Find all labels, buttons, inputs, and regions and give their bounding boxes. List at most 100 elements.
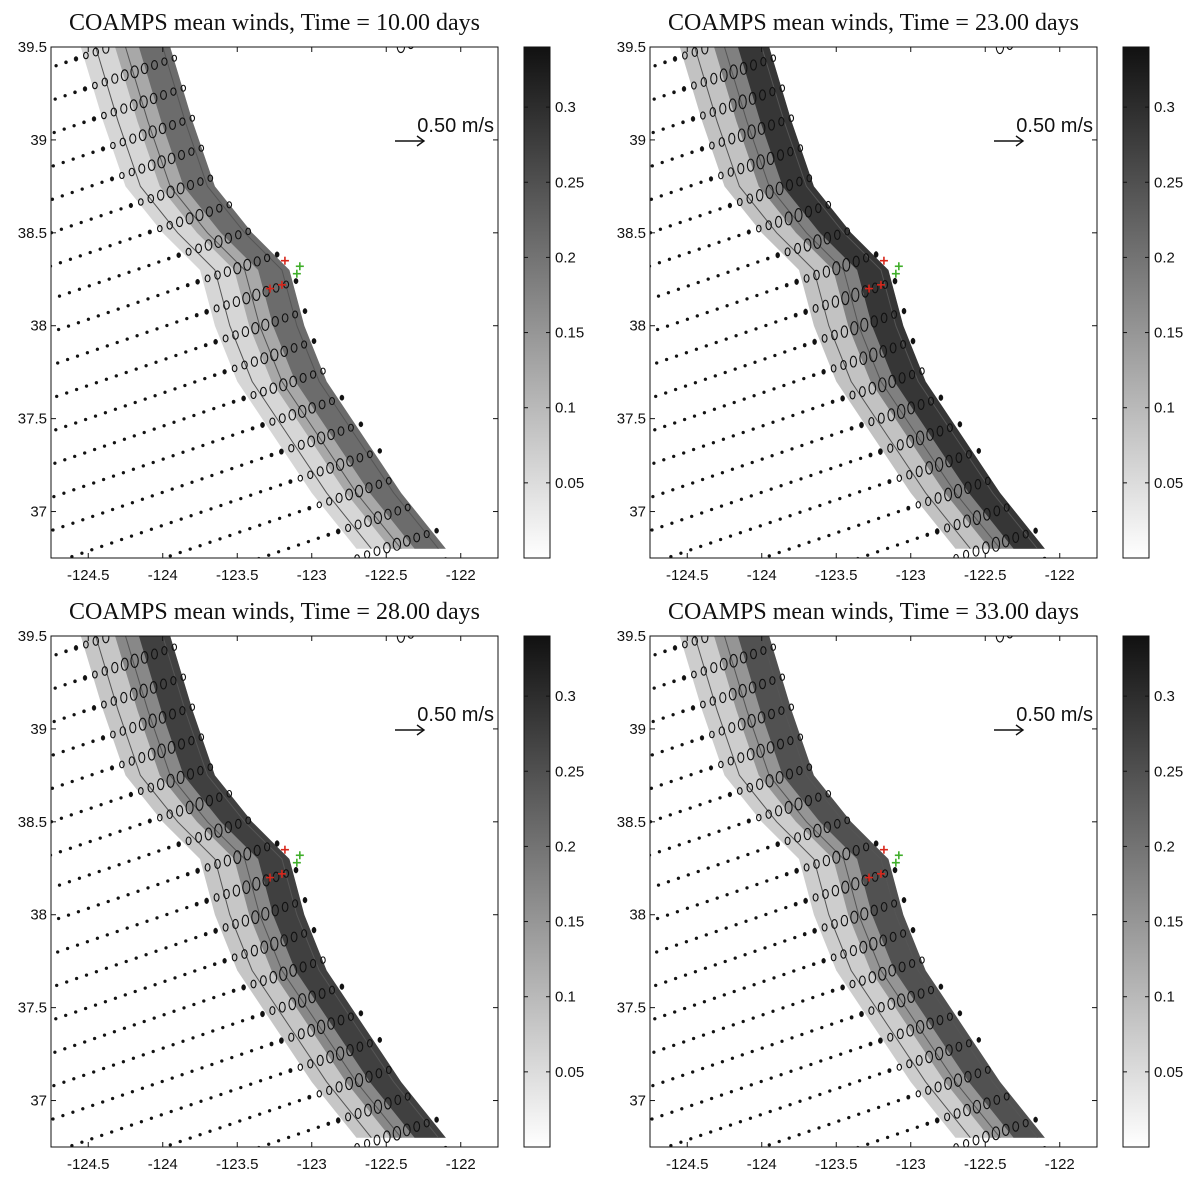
- vector-marker: [222, 334, 229, 343]
- panel-4: COAMPS mean winds, Time = 33.00 days 0.50…: [599, 589, 1197, 1177]
- vector-row: [257, 503, 411, 558]
- vector-marker: [52, 719, 56, 724]
- vector-marker: [318, 399, 326, 410]
- vector-marker: [803, 238, 812, 252]
- vector-marker: [193, 969, 197, 973]
- vector-marker: [365, 1070, 373, 1083]
- vector-marker: [61, 559, 64, 562]
- vector-marker: [746, 229, 751, 235]
- vector-marker: [732, 400, 736, 405]
- vector-marker: [718, 537, 723, 542]
- vector-marker: [813, 269, 820, 281]
- vector-marker: [51, 528, 55, 532]
- vector-marker: [691, 81, 697, 90]
- vector-marker: [767, 554, 772, 558]
- vector-marker: [373, 511, 383, 525]
- vector-marker: [972, 510, 982, 526]
- vector-marker: [878, 1037, 883, 1044]
- vector-marker: [128, 826, 132, 830]
- vector-marker: [1033, 1116, 1038, 1123]
- vector-marker: [70, 190, 74, 195]
- vector-marker: [111, 1063, 116, 1067]
- colorbar-tick-label: 0.05: [1154, 1064, 1183, 1081]
- vector-marker: [690, 481, 695, 485]
- vector-marker: [858, 456, 863, 461]
- y-tick-label: 37.5: [617, 1000, 646, 1017]
- vector-row: [443, 557, 448, 558]
- vector-marker: [80, 1140, 84, 1144]
- vector-row: [654, 307, 907, 399]
- vector-marker: [121, 471, 126, 475]
- vector-marker: [278, 483, 283, 487]
- vector-marker: [129, 687, 138, 701]
- vector-marker: [696, 869, 700, 874]
- vector-marker: [857, 1079, 862, 1083]
- vector-marker: [68, 846, 73, 850]
- vector-marker: [953, 518, 961, 531]
- vector-marker: [686, 284, 691, 288]
- vector-marker: [130, 653, 139, 669]
- vector-marker: [689, 772, 693, 777]
- vector-marker: [120, 504, 125, 508]
- vector-marker: [661, 491, 665, 495]
- vector-marker: [54, 652, 58, 657]
- vector-marker: [723, 959, 727, 964]
- vector-marker: [822, 889, 829, 899]
- vector-marker: [316, 1090, 323, 1098]
- vector-marker: [720, 471, 725, 475]
- scale-vector-label: 0.50 m/s: [1016, 115, 1093, 137]
- vector-marker: [150, 1083, 155, 1087]
- vector-marker: [1022, 529, 1029, 539]
- vector-marker: [658, 816, 663, 821]
- vector-marker: [151, 460, 155, 465]
- vector-marker: [176, 182, 185, 195]
- vector-marker: [662, 458, 666, 462]
- vector-marker: [657, 261, 662, 265]
- isobath-line-2: [724, 636, 1001, 1139]
- vector-marker: [794, 867, 799, 874]
- vector-marker: [160, 1079, 164, 1084]
- vector-marker: [189, 1103, 193, 1107]
- chart-title: COAMPS mean winds, Time = 33.00 days: [668, 599, 1079, 625]
- vector-marker: [161, 457, 165, 461]
- vector-marker: [346, 1043, 354, 1057]
- vector-marker: [197, 765, 204, 776]
- vector-marker: [878, 448, 883, 455]
- vector-marker: [100, 769, 104, 774]
- vector-marker: [788, 1103, 792, 1107]
- vector-marker: [778, 517, 782, 521]
- vector-marker: [69, 224, 74, 228]
- vector-marker: [744, 330, 748, 334]
- vector-marker: [97, 280, 101, 285]
- vector-row: [159, 477, 392, 558]
- vector-marker: [972, 1134, 980, 1146]
- vector-marker: [72, 123, 76, 128]
- vector-marker: [71, 1110, 75, 1114]
- isobath-line-2: [724, 47, 1001, 550]
- vector-marker: [253, 844, 261, 857]
- vector-marker: [137, 856, 141, 860]
- vector-marker: [287, 513, 292, 517]
- vector-marker: [669, 1143, 673, 1147]
- vector-marker: [162, 1013, 166, 1017]
- vector-marker: [812, 927, 817, 934]
- vector-marker: [651, 719, 655, 724]
- vector-marker: [847, 526, 851, 531]
- y-tick-label: 37.5: [617, 411, 646, 428]
- vector-marker: [88, 250, 92, 255]
- vector-marker: [736, 267, 740, 271]
- vector-marker: [697, 836, 701, 840]
- vector-marker: [774, 320, 778, 324]
- vector-marker: [309, 370, 317, 379]
- vector-marker: [116, 307, 120, 311]
- vector-marker: [130, 501, 135, 505]
- y-tick-label: 37: [629, 1093, 646, 1110]
- vector-marker: [737, 752, 745, 763]
- vector-marker: [866, 553, 870, 557]
- vector-marker: [887, 443, 894, 453]
- mooring-marker: [876, 869, 885, 878]
- vector-marker: [140, 62, 149, 75]
- vector-marker: [128, 167, 135, 177]
- vector-marker: [756, 743, 765, 758]
- vector-marker: [769, 676, 776, 686]
